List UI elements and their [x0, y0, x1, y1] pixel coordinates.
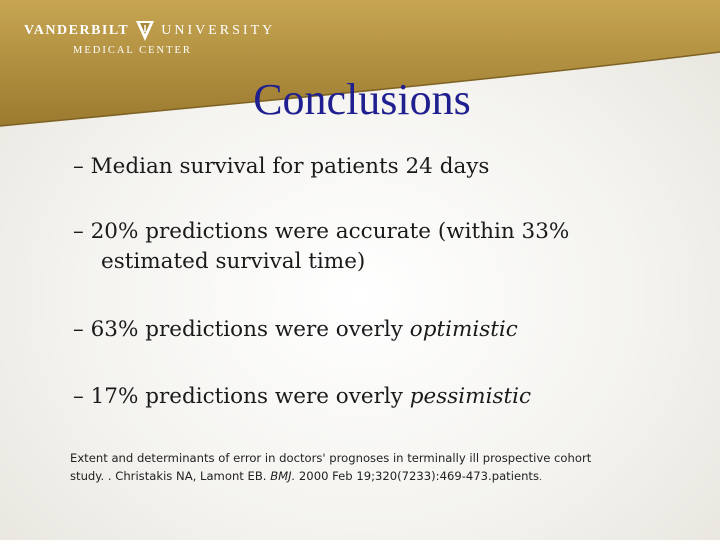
- bullet-text: – 63% predictions were overly: [73, 317, 410, 342]
- citation-end: .: [539, 473, 542, 483]
- slide-title: Conclusions: [253, 75, 471, 124]
- bullet-text-line1: – 20% predictions were accurate (within …: [73, 219, 570, 244]
- bullet-emphasis: pessimistic: [409, 384, 532, 409]
- oak-leaf-v-icon: [136, 21, 155, 41]
- bullet-emphasis: optimistic: [409, 317, 518, 342]
- logo-word-right: UNIVERSITY: [161, 23, 276, 38]
- header-band: [0, 0, 720, 127]
- bullet-accurate-predictions: – 20% predictions were accurate (within …: [73, 217, 569, 277]
- citation-journal: BMJ.: [270, 469, 296, 483]
- logo-subline: MEDICAL CENTER: [73, 45, 192, 56]
- citation-line2: study. . Christakis NA, Lamont EB. BMJ. …: [70, 467, 670, 487]
- bullet-optimistic: – 63% predictions were overly optimistic: [73, 315, 518, 345]
- logo-word-left: VANDERBILT: [24, 23, 130, 38]
- citation-authors: study. . Christakis NA, Lamont EB.: [70, 469, 271, 483]
- bullet-text: – 17% predictions were overly: [73, 384, 410, 409]
- bullet-text-line2: estimated survival time): [101, 249, 366, 274]
- university-logo: VANDERBILT UNIVERSITY: [24, 19, 275, 43]
- citation-line1: Extent and determinants of error in doct…: [70, 451, 592, 465]
- citation-details: 2000 Feb 19;320(7233):469-473.patients: [295, 469, 540, 483]
- bullet-median-survival: – Median survival for patients 24 days: [73, 152, 489, 182]
- citation: Extent and determinants of error in doct…: [70, 449, 670, 487]
- bullet-pessimistic: – 17% predictions were overly pessimisti…: [73, 382, 531, 412]
- bullet-text: – Median survival for patients 24 days: [73, 154, 490, 179]
